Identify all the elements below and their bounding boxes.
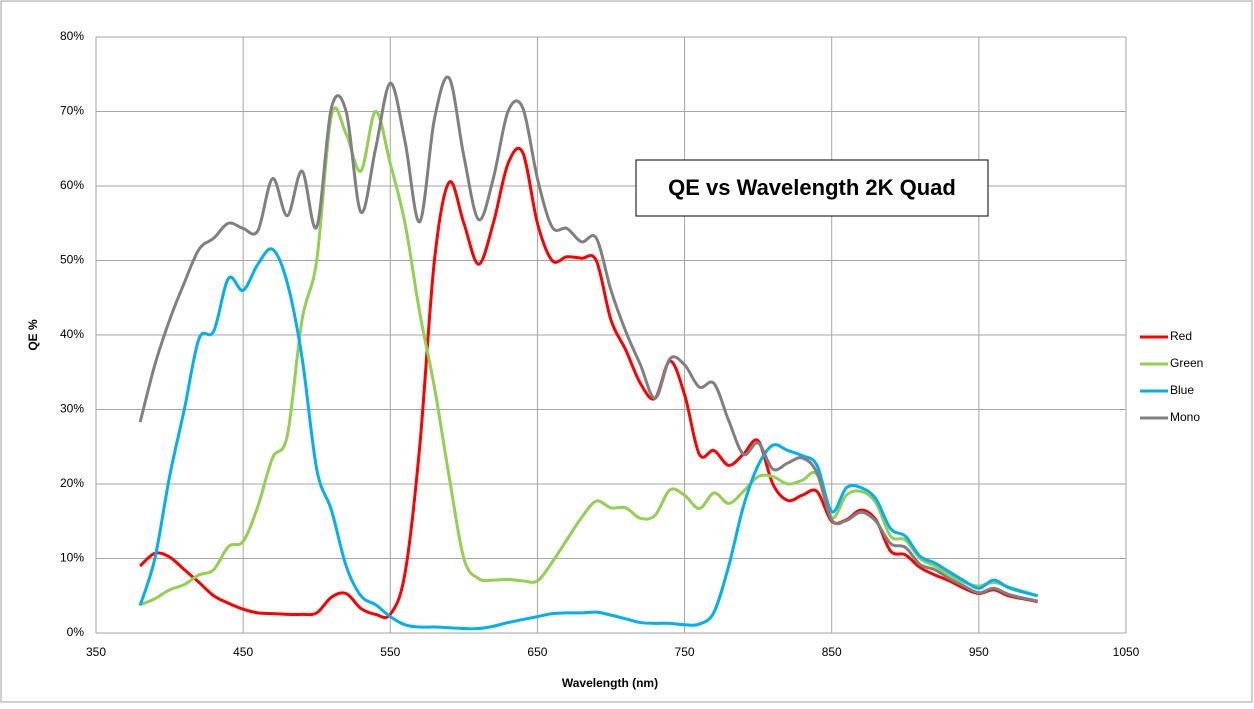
series-line: [139, 106, 1039, 607]
y-tick-label: 20%: [60, 476, 84, 490]
x-tick-label: 950: [969, 645, 989, 659]
x-tick-label: 750: [675, 645, 695, 659]
x-tick-label: 1050: [1113, 645, 1140, 659]
y-tick-label: 80%: [60, 29, 84, 43]
y-tick-label: 60%: [60, 178, 84, 192]
plot-area: 0% 10% 20% 30% 40% 50% 60% 70% 80% 350 450 550 650 75…: [60, 29, 1140, 659]
x-tick-label: 350: [86, 645, 106, 659]
x-tick-label: 650: [527, 645, 547, 659]
x-tick-label: 450: [233, 645, 253, 659]
series-line: [138, 247, 1039, 631]
y-tick-label: 10%: [60, 551, 84, 565]
y-tick-label: 30%: [60, 402, 84, 416]
y-tick-label: 50%: [60, 253, 84, 267]
chart-title: QE vs Wavelength 2K Quad: [668, 175, 956, 200]
series-line: [139, 146, 1039, 620]
legend-label: Red: [1170, 329, 1192, 343]
x-axis-label: Wavelength (nm): [562, 676, 658, 690]
y-tick-label: 0%: [67, 625, 85, 639]
y-tick-label: 70%: [60, 104, 84, 118]
legend-label: Mono: [1170, 410, 1200, 424]
y-axis-label: QE %: [26, 319, 40, 351]
legend-label: Green: [1170, 356, 1203, 370]
legend-label: Blue: [1170, 383, 1194, 397]
x-tick-label: 550: [380, 645, 400, 659]
y-tick-label: 40%: [60, 327, 84, 341]
title-box: [635, 159, 989, 217]
series-line: [138, 75, 1039, 603]
x-tick-label: 850: [822, 645, 842, 659]
